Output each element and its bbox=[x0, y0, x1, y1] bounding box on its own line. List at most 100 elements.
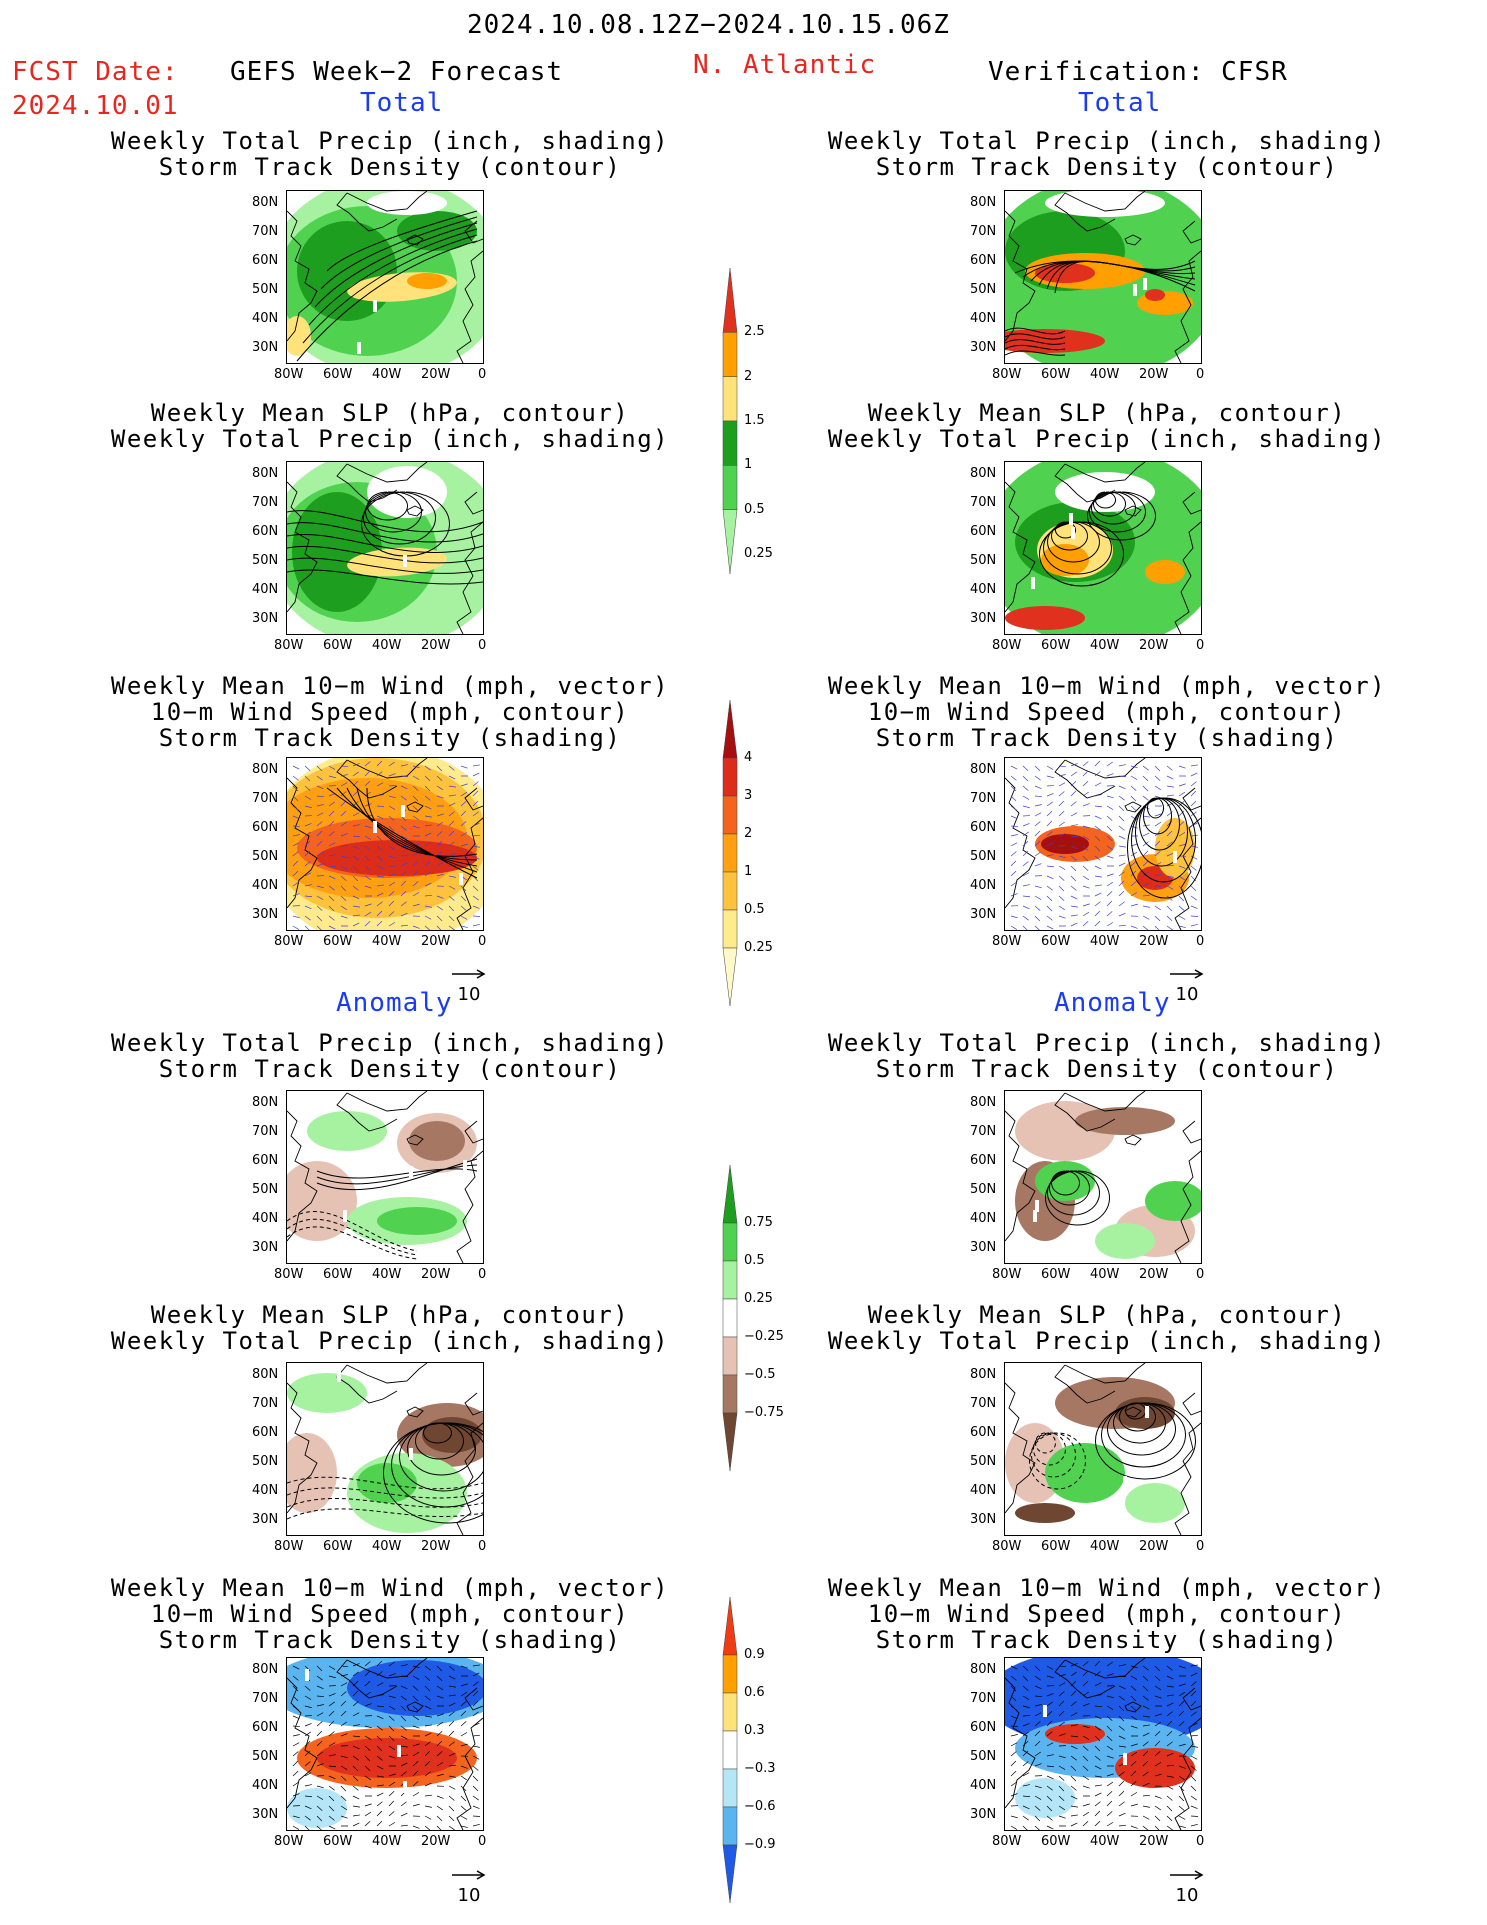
lat-tick-label: 60N bbox=[970, 253, 997, 268]
precip-anomaly-shading bbox=[1075, 1107, 1175, 1135]
lat-tick-label: 30N bbox=[970, 1807, 997, 1822]
colorbar-swatch bbox=[722, 1374, 738, 1414]
lon-tick-label: 80W bbox=[274, 934, 304, 949]
lon-tick-label: 40W bbox=[1090, 367, 1120, 382]
lon-tick-label: 0 bbox=[478, 367, 487, 382]
colorbar-swatch bbox=[722, 795, 738, 835]
fc-tot-3-title-line1: Weekly Mean 10−m Wind (mph, vector) bbox=[110, 672, 670, 700]
lon-tick-label: 0 bbox=[1196, 638, 1205, 653]
colorbar-swatch bbox=[722, 1806, 738, 1846]
contour-line bbox=[367, 491, 408, 521]
colorbar-swatch bbox=[722, 833, 738, 873]
contour-line bbox=[1087, 491, 1156, 541]
precip-shading bbox=[292, 492, 382, 612]
contour-line bbox=[336, 787, 478, 873]
vector-ref-arrow-icon bbox=[1170, 1870, 1204, 1880]
lon-tick-label: 60W bbox=[323, 638, 353, 653]
vf-tot-3-title-line1: Weekly Mean 10−m Wind (mph, vector) bbox=[827, 672, 1387, 700]
colorbar-swatch bbox=[722, 1336, 738, 1376]
vector-ref-arrow-icon bbox=[1170, 969, 1204, 979]
contour-line bbox=[287, 1211, 418, 1252]
precip-shading bbox=[1005, 606, 1085, 630]
contour-line bbox=[1125, 1402, 1146, 1420]
precip-anomaly-shading bbox=[377, 1207, 457, 1235]
contour-label-bg bbox=[397, 1745, 401, 1757]
coastline bbox=[1005, 758, 1201, 930]
lat-tick-label: 50N bbox=[252, 282, 279, 297]
lat-tick-label: 50N bbox=[252, 1749, 279, 1764]
contour-line bbox=[423, 1422, 452, 1444]
lon-tick-label: 0 bbox=[478, 1834, 487, 1849]
colorbar-label: −0.9 bbox=[744, 1837, 776, 1852]
lon-tick-label: 20W bbox=[421, 1267, 451, 1282]
lat-tick-label: 70N bbox=[970, 1124, 997, 1139]
contour-line bbox=[1005, 339, 1066, 345]
vf-tot-1-map-plot bbox=[1005, 191, 1201, 363]
lat-tick-label: 80N bbox=[252, 1095, 279, 1110]
colorbar-swatch bbox=[722, 1298, 738, 1338]
verification-total-label: Total bbox=[1078, 88, 1162, 118]
contour-line bbox=[287, 557, 483, 574]
lon-tick-label: 60W bbox=[1041, 934, 1071, 949]
precip-anomaly-shading bbox=[422, 1417, 482, 1453]
fc-anom-3-map-plot bbox=[287, 1658, 483, 1830]
contour-line bbox=[356, 787, 478, 861]
vf-anom-3-title: Weekly Mean 10−m Wind (mph, vector) 10−m… bbox=[797, 1575, 1417, 1653]
contour-line bbox=[302, 234, 478, 344]
contour-label-bg bbox=[1133, 284, 1137, 296]
lon-tick-label: 0 bbox=[1196, 367, 1205, 382]
colorbar-label: 1.5 bbox=[744, 413, 765, 428]
colorbar-label: 2 bbox=[744, 368, 753, 384]
contour-line bbox=[287, 1497, 483, 1508]
vf-tot-2-map-plot bbox=[1005, 462, 1201, 634]
fc-anom-2-title-line1: Weekly Mean SLP (hPa, contour) bbox=[150, 1301, 630, 1329]
lat-tick-label: 80N bbox=[970, 1662, 997, 1677]
colorbar-label: 0.25 bbox=[744, 546, 773, 561]
lat-tick-label: 40N bbox=[970, 1778, 997, 1793]
vf-tot-2-title: Weekly Mean SLP (hPa, contour) Weekly To… bbox=[797, 400, 1417, 452]
fc-anom-vector-ref: 10 bbox=[449, 1866, 489, 1906]
precip-shading bbox=[1045, 191, 1165, 217]
colorbar-label: 1 bbox=[744, 864, 753, 879]
precip-shading bbox=[1041, 544, 1089, 576]
lat-tick-label: 40N bbox=[252, 582, 279, 597]
lon-tick-label: 0 bbox=[1196, 1539, 1205, 1554]
colorbar-swatch bbox=[722, 1730, 738, 1770]
lon-tick-label: 0 bbox=[1196, 934, 1205, 949]
lon-tick-label: 40W bbox=[372, 934, 402, 949]
colorbar-swatch bbox=[722, 1164, 738, 1224]
vf-anom-2-title: Weekly Mean SLP (hPa, contour) Weekly To… bbox=[797, 1302, 1417, 1354]
contour-line bbox=[1095, 1402, 1196, 1480]
lat-tick-label: 30N bbox=[252, 611, 279, 626]
lat-tick-label: 50N bbox=[252, 553, 279, 568]
fc-anom-1-title-line1: Weekly Total Precip (inch, shading) bbox=[110, 1029, 670, 1057]
contour-line bbox=[287, 1487, 483, 1499]
vf-tot-1-title-line1: Weekly Total Precip (inch, shading) bbox=[827, 127, 1387, 155]
contour-line bbox=[346, 787, 478, 867]
lat-tick-label: 30N bbox=[970, 340, 997, 355]
contour-label-bg bbox=[403, 1781, 407, 1793]
fc-anom-1-map bbox=[286, 1090, 484, 1264]
fc-anom-2-title-line2: Weekly Total Precip (inch, shading) bbox=[110, 1327, 670, 1355]
lat-tick-label: 50N bbox=[970, 1749, 997, 1764]
lat-tick-label: 60N bbox=[970, 1153, 997, 1168]
colorbar-swatch bbox=[722, 509, 738, 575]
colorbar-label: 1 bbox=[744, 457, 753, 473]
lat-tick-label: 60N bbox=[252, 1720, 279, 1735]
precip-anomaly-shading bbox=[287, 1373, 367, 1413]
lat-tick-label: 30N bbox=[252, 1807, 279, 1822]
coastline bbox=[287, 1091, 483, 1263]
fc-tot-3-title-line3: Storm Track Density (shading) bbox=[158, 724, 622, 752]
lon-tick-label: 20W bbox=[1139, 1539, 1169, 1554]
lat-tick-label: 80N bbox=[970, 466, 997, 481]
storm-anomaly-shading bbox=[1015, 1778, 1075, 1818]
period-title: 2024.10.08.12Z−2024.10.15.06Z bbox=[467, 10, 950, 40]
lat-tick-label: 60N bbox=[252, 820, 279, 835]
region-label: N. Atlantic bbox=[693, 50, 877, 80]
contour-label-bg bbox=[1173, 851, 1177, 863]
contour-label-bg bbox=[1033, 1210, 1037, 1222]
contour-label-bg bbox=[1035, 1200, 1039, 1212]
storm-anomaly-shading bbox=[1115, 1748, 1195, 1788]
lon-tick-label: 60W bbox=[1041, 367, 1071, 382]
anom_storm-colorbar-svg bbox=[722, 1596, 738, 1904]
